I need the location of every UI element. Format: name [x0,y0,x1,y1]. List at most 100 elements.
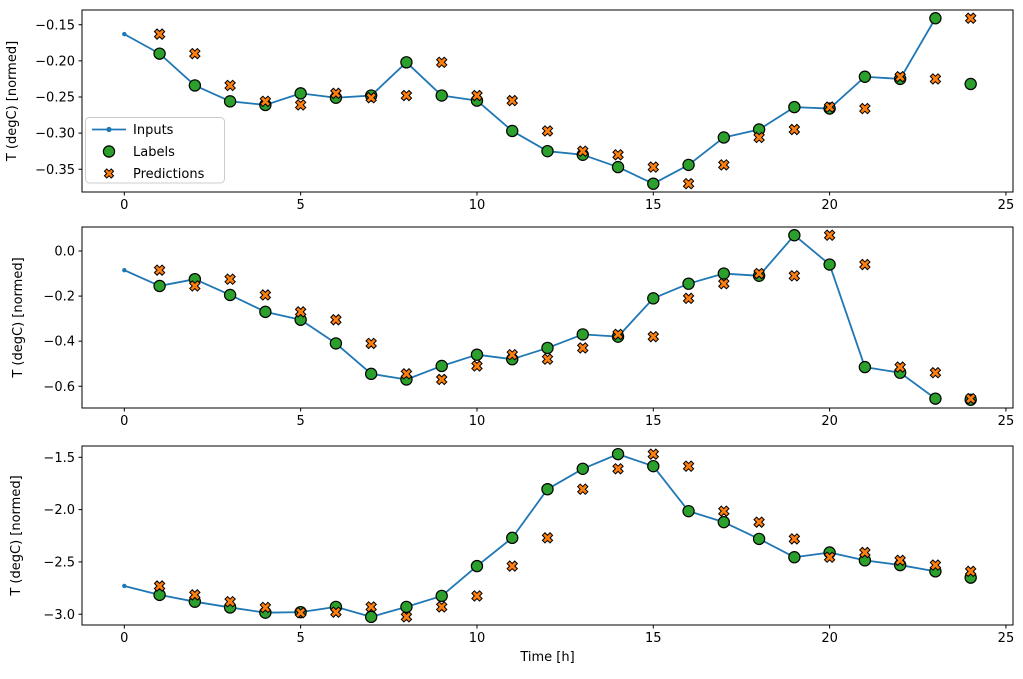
label-circle-marker [541,144,554,158]
x-tick-label: 10 [469,631,486,646]
label-circle-marker [329,337,343,350]
prediction-x-marker [859,102,871,115]
label-circle-marker [223,288,237,302]
legend-item-label: Labels [133,145,175,160]
label-circle-marker [153,47,166,60]
legend-item-label: Inputs [133,123,174,138]
inputs-line-series [122,16,938,186]
prediction-x-marker [400,368,413,380]
legend-item-labels: Labels [102,145,175,160]
prediction-x-marker [612,148,624,161]
y-axis-label: T (degC) [normed] [9,475,24,596]
x-tick-label: 15 [645,198,662,213]
prediction-x-marker [964,12,977,25]
prediction-x-marker [682,292,695,305]
label-circle-marker [858,70,872,83]
prediction-x-marker [400,611,413,623]
prediction-x-marker [294,99,307,111]
labels-scatter-series [153,447,977,624]
x-tick-label: 5 [297,198,305,213]
label-circle-marker [576,462,589,475]
label-circle-marker [153,588,166,602]
inputs-line [124,453,936,618]
label-circle-marker [929,12,942,25]
label-circle-marker [647,459,660,473]
predictions-scatter-series [153,448,977,623]
y-tick-label: −3.0 [43,608,75,623]
prediction-x-marker [894,70,906,83]
prediction-x-marker [259,95,272,108]
label-circle-marker [435,589,448,603]
x-tick-label: 15 [645,631,662,646]
prediction-x-marker [224,79,236,92]
prediction-x-marker [294,306,307,318]
prediction-x-marker [576,145,589,158]
inputs-line-series [122,233,938,401]
label-circle-marker [647,292,660,305]
label-circle-marker [964,77,977,91]
y-tick-label: −0.6 [43,380,75,395]
prediction-x-marker [471,360,483,372]
prediction-x-marker [753,131,765,144]
label-circle-marker [611,447,625,461]
y-axis-label: T (degC) [normed] [11,257,26,378]
prediction-x-marker [330,87,342,100]
inputs-line-series [122,451,938,620]
label-circle-marker [506,531,519,545]
subplot-2: 0.0 −0.2 −0.4 −0.6 0 5 10 15 20 25 T (degC) [norme… [11,226,1014,429]
prediction-x-marker [718,159,730,171]
inputs-line [123,234,936,400]
prediction-x-marker [330,606,342,618]
y-tick-label: −2.5 [43,555,75,570]
y-tick-label: −2.0 [43,503,75,518]
label-circle-marker [647,177,660,190]
prediction-x-marker [788,123,801,136]
x-axis-ticks: 0 5 10 15 20 25 [120,408,1014,429]
legend-item-inputs: Inputs [92,123,174,138]
prediction-x-marker [153,264,166,276]
prediction-x-marker [859,546,871,559]
axes-frame [81,226,1014,409]
prediction-x-marker [788,269,801,282]
x-tick-label: 25 [998,414,1015,429]
label-circle-marker [364,367,378,381]
label-circle-marker [682,504,695,518]
prediction-x-marker [859,258,871,271]
label-circle-marker [541,341,554,355]
legend-item-predictions: Predictions [103,167,205,182]
label-circle-marker [188,79,202,92]
prediction-x-marker [753,516,765,528]
legend-x-icon [103,168,115,179]
x-tick-label: 0 [120,198,128,213]
prediction-x-marker [576,342,589,354]
prediction-x-marker [964,392,977,405]
label-circle-marker [541,482,554,496]
prediction-x-marker [365,91,377,104]
y-axis-ticks: −0.15 −0.20 −0.25 −0.30 −0.35 [35,18,82,178]
axes-frame [81,9,1014,193]
prediction-x-marker [435,601,448,613]
prediction-x-marker [153,28,166,40]
y-axis-ticks: 0.0 −0.2 −0.4 −0.6 [43,245,82,395]
y-tick-label: −0.2 [43,290,75,305]
subplot-3: −1.5 −2.0 −2.5 −3.0 0 5 10 15 20 25 T (degC) [norm… [9,445,1015,646]
x-tick-label: 25 [998,631,1015,646]
y-axis-label: T (degC) [normed] [5,41,20,162]
legend-circle-icon [102,145,116,158]
x-tick-label: 5 [297,631,305,646]
prediction-x-marker [541,353,554,366]
prediction-x-marker [435,373,448,386]
prediction-x-marker [224,273,236,286]
prediction-x-marker [718,277,730,290]
label-circle-marker [717,515,731,529]
y-tick-label: 0.0 [54,245,75,260]
prediction-x-marker [259,601,272,614]
legend: Inputs Labels Predictions [85,117,225,184]
prediction-x-marker [471,590,483,602]
label-circle-marker [752,532,766,546]
prediction-x-marker [718,505,730,517]
x-tick-label: 0 [120,631,128,646]
label-circle-marker [717,267,731,280]
predictions-scatter-series [153,12,977,190]
